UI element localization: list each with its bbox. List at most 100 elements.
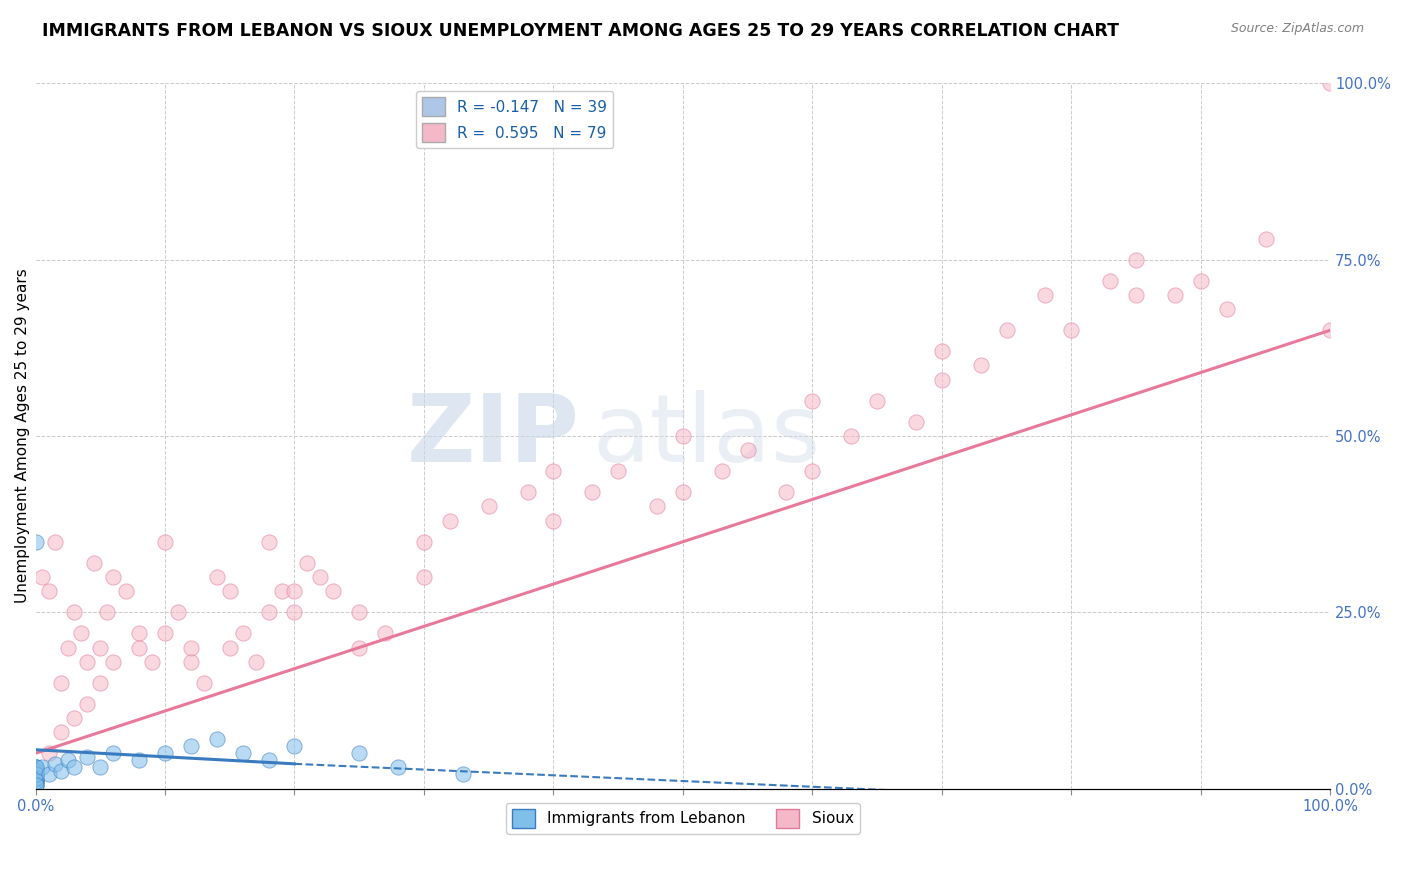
Point — [44, 756, 66, 771]
Point — [1254, 231, 1277, 245]
Point — [24, 774, 46, 789]
Text: Source: ZipAtlas.com: Source: ZipAtlas.com — [1230, 22, 1364, 36]
Point — [374, 626, 396, 640]
Point — [193, 675, 215, 690]
Point — [413, 570, 436, 584]
Point — [516, 485, 538, 500]
Point — [31, 760, 53, 774]
Point — [141, 655, 163, 669]
Point — [232, 746, 254, 760]
Point — [24, 771, 46, 785]
Point — [218, 584, 240, 599]
Point — [839, 429, 862, 443]
Point — [24, 760, 46, 774]
Point — [309, 570, 332, 584]
Point — [24, 778, 46, 792]
Point — [257, 753, 280, 767]
Point — [63, 711, 86, 725]
Point — [70, 626, 93, 640]
Point — [297, 556, 319, 570]
Point — [167, 605, 190, 619]
Point — [24, 767, 46, 781]
Point — [478, 500, 501, 514]
Point — [543, 514, 565, 528]
Point — [37, 767, 59, 781]
Point — [347, 605, 370, 619]
Point — [322, 584, 344, 599]
Point — [103, 746, 125, 760]
Point — [232, 626, 254, 640]
Point — [76, 655, 98, 669]
Point — [153, 626, 176, 640]
Point — [180, 640, 202, 655]
Point — [904, 415, 927, 429]
Point — [1035, 288, 1057, 302]
Point — [710, 464, 733, 478]
Point — [24, 764, 46, 778]
Point — [439, 514, 461, 528]
Point — [543, 464, 565, 478]
Point — [995, 323, 1018, 337]
Point — [24, 767, 46, 781]
Point — [51, 725, 73, 739]
Point — [387, 760, 409, 774]
Point — [83, 556, 105, 570]
Point — [76, 697, 98, 711]
Point — [451, 767, 474, 781]
Point — [24, 760, 46, 774]
Point — [257, 534, 280, 549]
Point — [180, 655, 202, 669]
Point — [51, 675, 73, 690]
Text: IMMIGRANTS FROM LEBANON VS SIOUX UNEMPLOYMENT AMONG AGES 25 TO 29 YEARS CORRELAT: IMMIGRANTS FROM LEBANON VS SIOUX UNEMPLO… — [42, 22, 1119, 40]
Point — [283, 739, 305, 754]
Point — [24, 767, 46, 781]
Point — [581, 485, 603, 500]
Point — [44, 534, 66, 549]
Point — [24, 764, 46, 778]
Point — [128, 753, 150, 767]
Point — [205, 732, 228, 747]
Point — [37, 746, 59, 760]
Point — [1189, 274, 1212, 288]
Point — [931, 344, 953, 359]
Point — [24, 774, 46, 789]
Point — [76, 749, 98, 764]
Point — [672, 429, 695, 443]
Point — [413, 534, 436, 549]
Point — [115, 584, 138, 599]
Point — [103, 570, 125, 584]
Point — [1125, 288, 1147, 302]
Point — [775, 485, 797, 500]
Point — [645, 500, 668, 514]
Text: atlas: atlas — [592, 390, 821, 482]
Point — [931, 373, 953, 387]
Point — [283, 584, 305, 599]
Point — [205, 570, 228, 584]
Point — [153, 746, 176, 760]
Point — [89, 675, 111, 690]
Point — [24, 774, 46, 789]
Point — [51, 764, 73, 778]
Point — [24, 778, 46, 792]
Point — [1125, 252, 1147, 267]
Point — [257, 605, 280, 619]
Point — [283, 605, 305, 619]
Point — [1319, 77, 1341, 91]
Point — [24, 771, 46, 785]
Point — [153, 534, 176, 549]
Point — [63, 605, 86, 619]
Point — [347, 640, 370, 655]
Y-axis label: Unemployment Among Ages 25 to 29 years: Unemployment Among Ages 25 to 29 years — [15, 268, 30, 603]
Point — [37, 584, 59, 599]
Point — [24, 778, 46, 792]
Point — [1215, 301, 1237, 316]
Point — [24, 771, 46, 785]
Point — [89, 760, 111, 774]
Point — [1319, 323, 1341, 337]
Text: ZIP: ZIP — [406, 390, 579, 482]
Point — [801, 393, 824, 408]
Point — [56, 640, 79, 655]
Point — [737, 443, 759, 458]
Point — [245, 655, 267, 669]
Point — [970, 359, 993, 373]
